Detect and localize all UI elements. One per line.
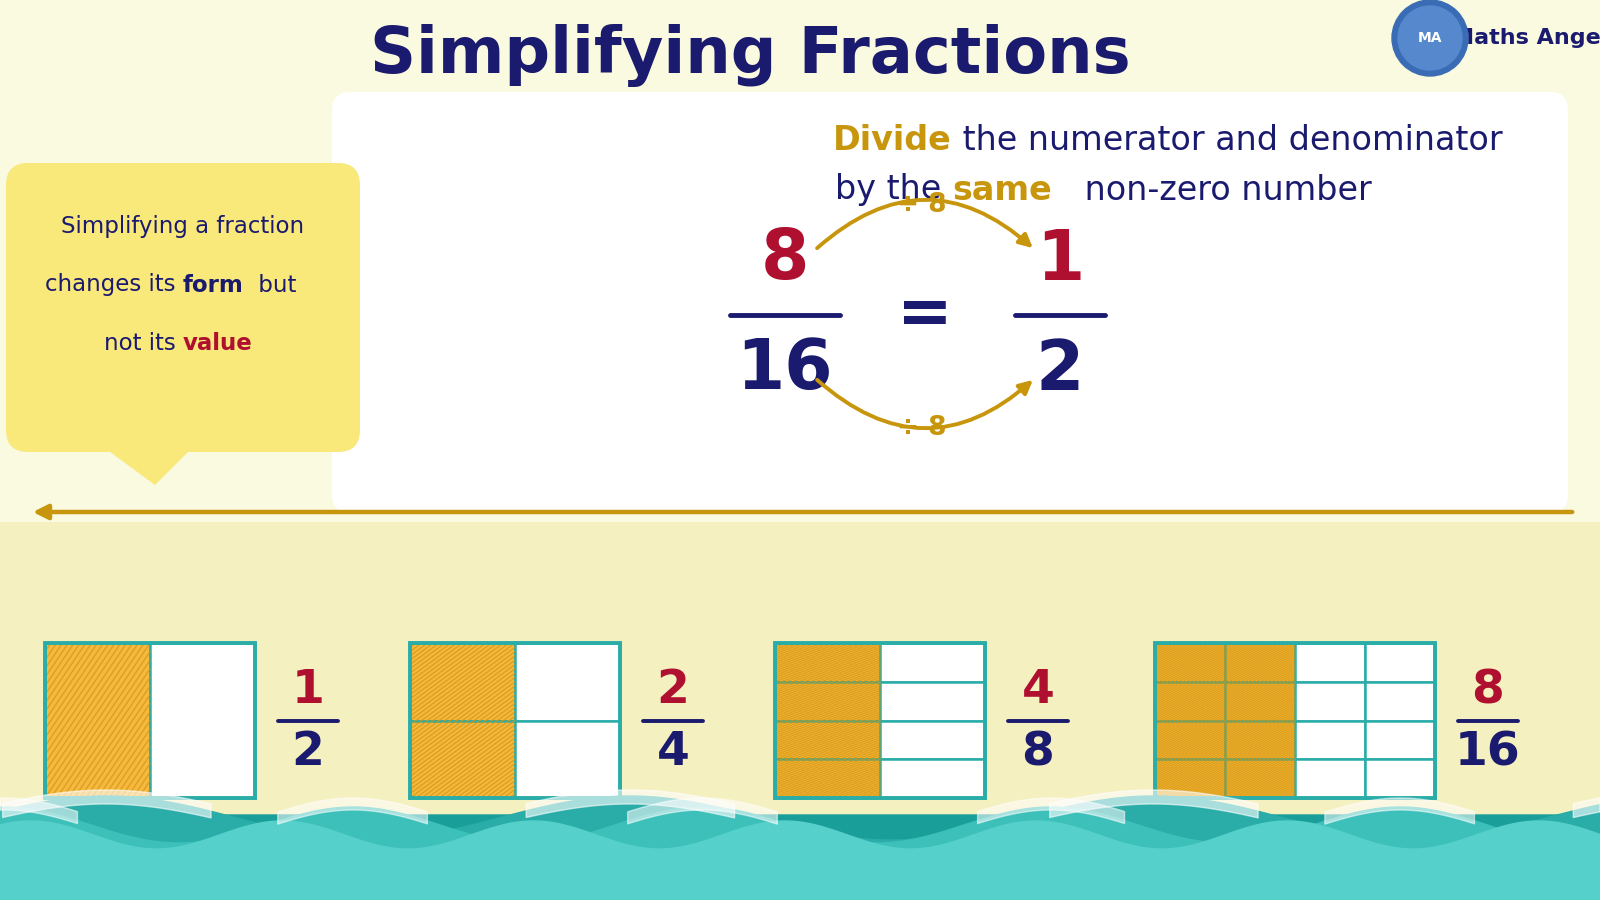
Text: 8: 8: [1022, 730, 1054, 775]
Bar: [774, 643, 986, 798]
Bar: [515, 643, 621, 721]
Text: ÷ 8: ÷ 8: [898, 192, 947, 218]
Bar: [0, 522, 1600, 900]
Bar: [1294, 643, 1365, 682]
Text: 8: 8: [762, 227, 810, 293]
Bar: [1226, 760, 1294, 798]
Bar: [1155, 760, 1226, 798]
Text: non-zero number: non-zero number: [1074, 174, 1371, 206]
Bar: [45, 643, 254, 798]
Text: value: value: [182, 331, 253, 355]
FancyBboxPatch shape: [333, 92, 1568, 513]
Bar: [880, 682, 986, 721]
Bar: [1365, 682, 1435, 721]
Text: 2: 2: [1035, 337, 1085, 403]
Text: ÷ 8: ÷ 8: [898, 415, 947, 441]
Bar: [150, 643, 254, 798]
Bar: [410, 721, 515, 798]
Bar: [1155, 643, 1435, 798]
Bar: [1226, 721, 1294, 760]
Polygon shape: [80, 430, 210, 485]
Bar: [774, 760, 880, 798]
Text: same: same: [952, 174, 1051, 206]
Bar: [1226, 643, 1294, 682]
Circle shape: [1398, 6, 1462, 70]
Bar: [774, 721, 880, 760]
Text: Maths Angel: Maths Angel: [1451, 28, 1600, 48]
Bar: [880, 643, 986, 682]
Text: 2: 2: [656, 668, 690, 713]
Bar: [1155, 721, 1226, 760]
Text: 1: 1: [291, 668, 325, 713]
Bar: [1365, 760, 1435, 798]
Text: 1: 1: [1035, 227, 1085, 293]
Text: Simplifying a fraction: Simplifying a fraction: [61, 215, 304, 238]
Text: not its: not its: [104, 331, 182, 355]
Text: but: but: [251, 274, 296, 296]
Bar: [1155, 643, 1226, 682]
Text: =: =: [898, 282, 954, 348]
Text: 4: 4: [656, 730, 690, 775]
Bar: [774, 682, 880, 721]
Text: 16: 16: [1454, 730, 1522, 775]
FancyBboxPatch shape: [6, 163, 360, 452]
Text: Divide: Divide: [834, 123, 952, 157]
Circle shape: [1392, 0, 1469, 76]
Text: by the: by the: [835, 174, 952, 206]
Bar: [515, 721, 621, 798]
Text: the numerator and denominator: the numerator and denominator: [952, 123, 1502, 157]
Bar: [1226, 682, 1294, 721]
Bar: [774, 643, 880, 682]
Text: 16: 16: [736, 337, 834, 403]
Bar: [45, 643, 150, 798]
Bar: [880, 760, 986, 798]
Bar: [410, 643, 619, 798]
Text: 8: 8: [1472, 668, 1504, 713]
Bar: [1294, 760, 1365, 798]
Text: form: form: [182, 274, 243, 296]
Text: MA: MA: [1418, 31, 1442, 45]
Text: 4: 4: [1021, 668, 1054, 713]
Bar: [880, 721, 986, 760]
Bar: [1365, 643, 1435, 682]
Text: Simplifying Fractions: Simplifying Fractions: [370, 23, 1130, 86]
Bar: [1155, 682, 1226, 721]
Text: changes its: changes its: [45, 274, 182, 296]
Bar: [1365, 721, 1435, 760]
Bar: [1294, 682, 1365, 721]
Bar: [1294, 721, 1365, 760]
Bar: [410, 643, 515, 721]
Text: 2: 2: [291, 730, 325, 775]
